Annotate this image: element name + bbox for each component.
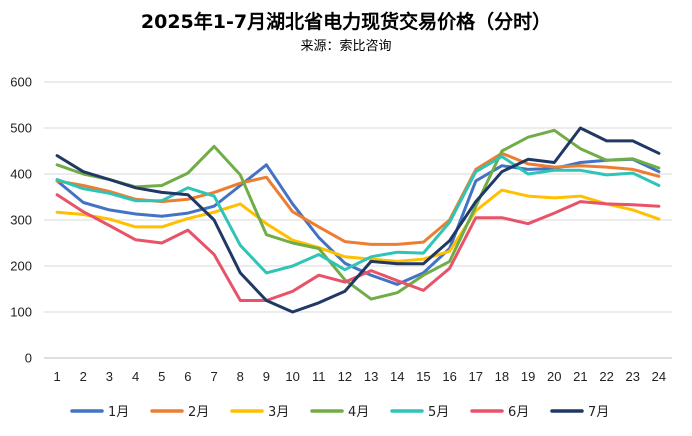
x-tick-label: 22	[599, 369, 613, 384]
x-tick-label: 8	[237, 369, 244, 384]
chart-title: 2025年1-7月湖北省电力现货交易价格（分时）	[141, 10, 551, 33]
x-tick-label: 23	[626, 369, 640, 384]
x-axis-ticks: 1 2 3 4 5 6 7 8 9 10 11 12 13 14 15 16 17 18 19 20 21 22 23 24	[53, 369, 666, 384]
series-line-2月	[55, 151, 661, 246]
legend-label: 7月	[588, 405, 609, 420]
series-line-4月	[55, 128, 661, 301]
x-tick-label: 17	[469, 369, 483, 384]
x-tick-label: 20	[547, 369, 561, 384]
x-tick-label: 3	[106, 369, 113, 384]
y-tick-label: 200	[10, 259, 32, 274]
series-lines	[55, 126, 661, 314]
x-tick-label: 1	[53, 369, 60, 384]
x-tick-label: 21	[573, 369, 587, 384]
chart-subtitle: 来源：索比咨询	[300, 39, 391, 54]
legend-label: 6月	[508, 405, 529, 420]
legend-label: 5月	[428, 405, 449, 420]
y-tick-label: 400	[10, 167, 32, 182]
x-tick-label: 5	[158, 369, 165, 384]
x-tick-label: 6	[184, 369, 191, 384]
series-line-5月	[55, 155, 661, 275]
y-tick-label: 500	[10, 121, 32, 136]
x-tick-label: 14	[390, 369, 404, 384]
x-tick-label: 7	[210, 369, 217, 384]
x-tick-label: 16	[442, 369, 456, 384]
series-line-7月	[55, 126, 661, 314]
y-tick-label: 300	[10, 213, 32, 228]
series-line-3月	[55, 188, 661, 263]
y-tick-label: 100	[10, 305, 32, 320]
x-tick-label: 4	[132, 369, 139, 384]
y-axis-ticks: 0 100 200 300 400 500 600	[10, 75, 32, 366]
x-tick-label: 18	[495, 369, 509, 384]
x-tick-label: 9	[263, 369, 270, 384]
legend-label: 4月	[348, 405, 369, 420]
y-tick-label: 600	[10, 75, 32, 90]
x-tick-label: 24	[652, 369, 666, 384]
y-tick-label: 0	[25, 351, 32, 366]
x-tick-label: 2	[80, 369, 87, 384]
x-tick-label: 12	[338, 369, 352, 384]
grid-lines	[44, 81, 672, 359]
legend-label: 1月	[108, 405, 129, 420]
x-tick-label: 11	[312, 369, 326, 384]
x-tick-label: 15	[416, 369, 430, 384]
x-tick-label: 19	[521, 369, 535, 384]
x-tick-label: 13	[364, 369, 378, 384]
legend-label: 3月	[268, 405, 289, 420]
x-tick-label: 10	[285, 369, 299, 384]
legend-label: 2月	[188, 405, 209, 420]
legend: 1月 2月 3月 4月 5月 6月 7月	[70, 405, 609, 420]
series-line-6月	[55, 193, 661, 302]
